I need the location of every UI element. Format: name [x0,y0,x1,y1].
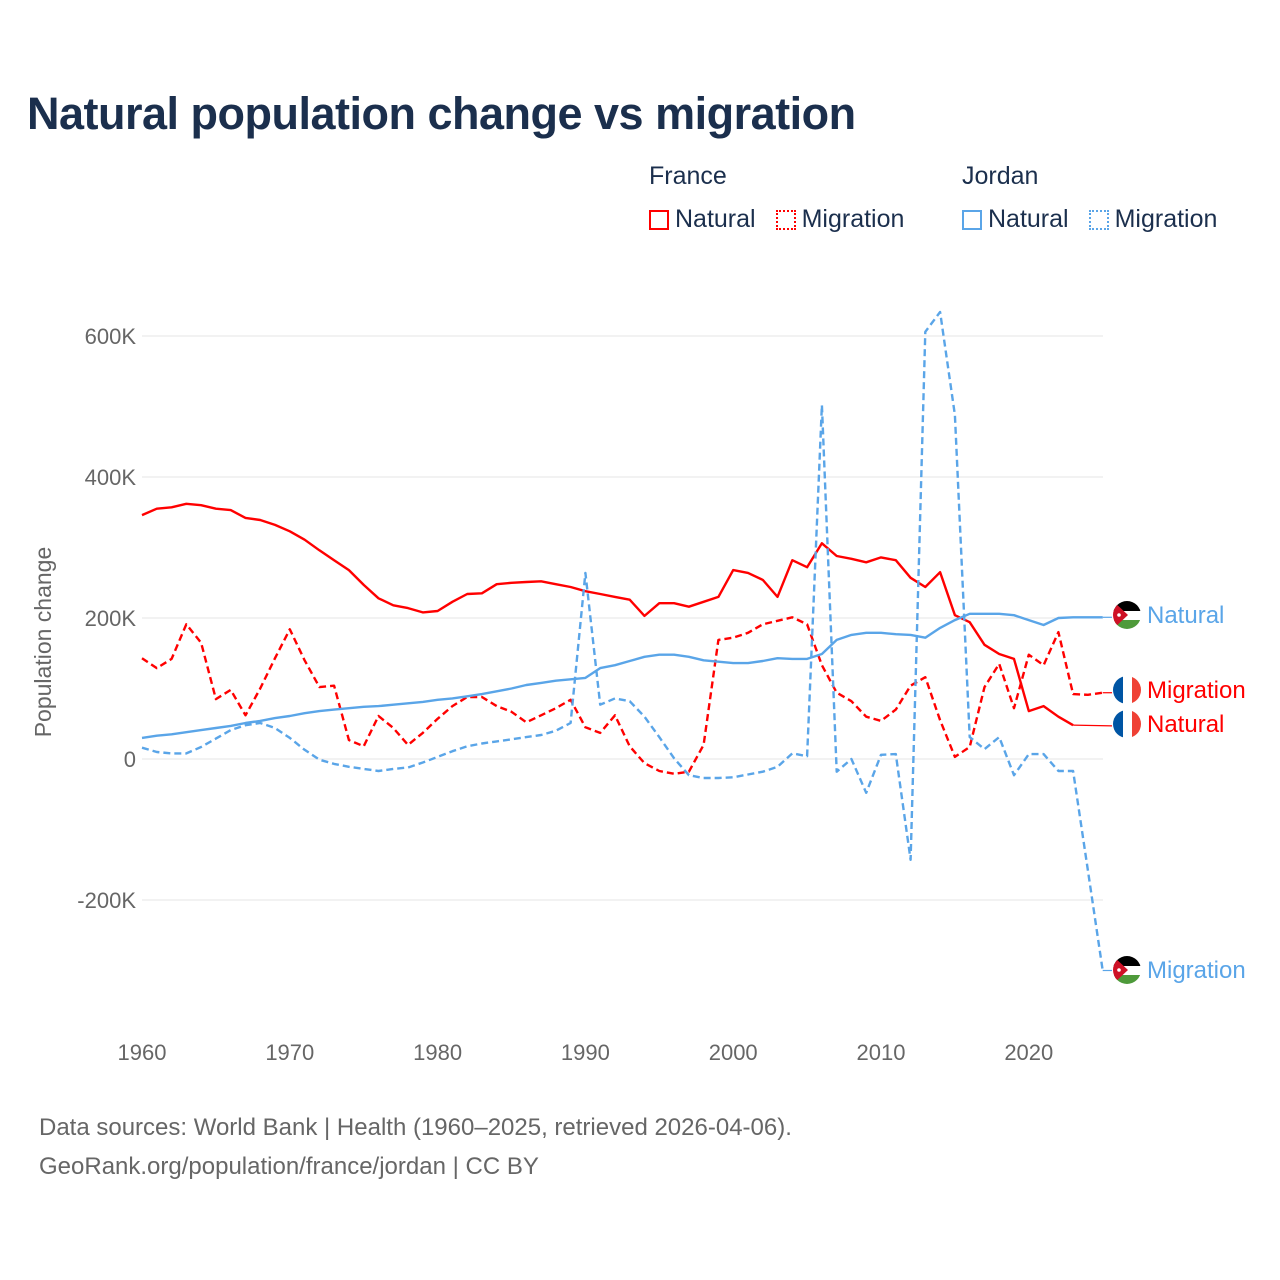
solid-swatch-icon [649,209,669,230]
gridlines [142,335,1103,901]
y-tick-label: 400K [85,465,137,490]
legend-item-france-migration[interactable]: Migration [775,205,905,234]
series-line-france-natural [141,502,1074,727]
chart-title: Natural population change vs migration [27,88,856,139]
x-tick-label: 1960 [118,1040,167,1065]
france-flag-icon [1113,710,1141,738]
source-url[interactable]: GeoRank.org/population/france/jordan | C… [39,1153,539,1180]
x-tick-label: 2020 [1004,1040,1053,1065]
series-tail [1073,724,1113,727]
end-label-jordan-migration: Migration [1147,957,1246,984]
end-label-france-migration: Migration [1147,677,1246,704]
series-line-france-migration [141,616,1103,775]
legend-group-title: Jordan [962,162,1039,190]
y-tick-label: 600K [85,324,137,349]
series-line-jordan-migration [141,310,1104,971]
france-flag-icon [1113,676,1141,704]
y-tick-label: -200K [77,888,136,913]
legend-item-jordan-migration[interactable]: Migration [1088,205,1218,234]
legend-group-france: France Natural Migration [649,162,904,234]
x-tick-label: 2000 [709,1040,758,1065]
legend-item-france-natural[interactable]: Natural [649,205,756,234]
x-tick-label: 1980 [413,1040,462,1065]
x-tick-label: 1970 [265,1040,314,1065]
series-line-jordan-natural [141,612,1103,740]
legend-label: Natural [675,205,756,233]
series-lines [141,310,1113,972]
y-axis-label: Population change [30,547,56,738]
jordan-flag-icon [1113,956,1141,984]
dotted-swatch-icon [775,209,796,230]
y-axis-ticks: 600K 400K 200K 0 -200K [77,324,136,913]
legend-label: Natural [988,205,1069,233]
data-source-note: Data sources: World Bank | Health (1960–… [39,1114,792,1141]
x-tick-label: 1990 [561,1040,610,1065]
y-tick-label: 200K [85,606,137,631]
legend-label: Migration [801,205,905,233]
legend-group-title: France [649,162,727,190]
end-label-jordan-natural: Natural [1147,602,1224,629]
dotted-swatch-icon [1088,209,1109,230]
end-label-france-natural: Natural [1147,711,1224,738]
y-tick-label: 0 [124,747,136,772]
solid-swatch-icon [962,209,982,230]
legend-group-jordan: Jordan Natural Migration [962,162,1217,234]
x-tick-label: 2010 [857,1040,906,1065]
x-axis-ticks: 1960 1970 1980 1990 2000 2010 2020 [118,1040,1054,1065]
end-labels: Natural Migration Natural Migration [1113,601,1246,984]
legend-item-jordan-natural[interactable]: Natural [962,205,1069,234]
footer: Data sources: World Bank | Health (1960–… [39,1108,792,1186]
legend-label: Migration [1114,205,1218,233]
jordan-flag-icon [1113,601,1141,629]
